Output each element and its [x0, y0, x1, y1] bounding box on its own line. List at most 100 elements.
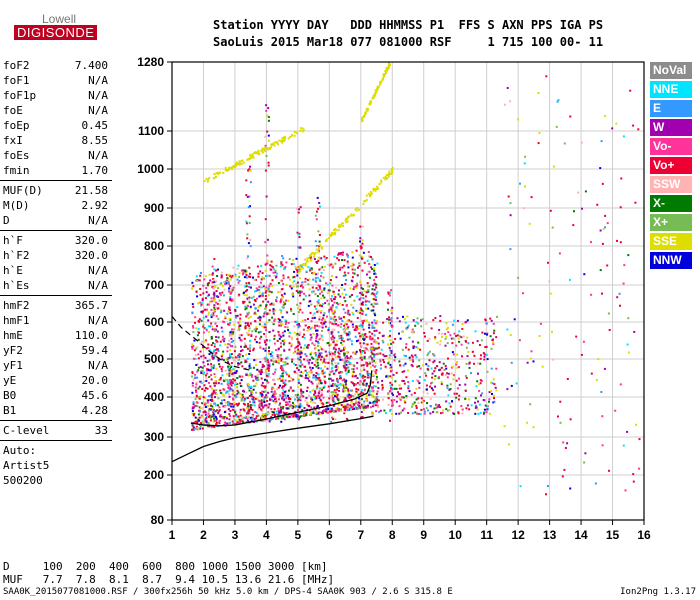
echo-point	[363, 346, 366, 349]
echo-point	[204, 297, 207, 300]
echo-point	[236, 392, 239, 395]
echo-point	[213, 291, 216, 294]
echo-point	[331, 275, 333, 277]
echo-point	[315, 335, 318, 338]
echo-point	[224, 283, 227, 285]
echo-point	[231, 402, 234, 405]
echo-point	[379, 367, 382, 370]
echo-point	[344, 397, 347, 400]
echo-point	[296, 401, 299, 403]
echo-point	[275, 410, 278, 413]
echo-point	[353, 299, 356, 302]
echo-point	[317, 284, 320, 287]
echo-point	[367, 192, 370, 195]
echo-point	[388, 294, 391, 297]
echo-point	[248, 168, 251, 171]
echo-point	[297, 325, 300, 328]
echo-point	[335, 391, 337, 394]
echo-point	[248, 353, 251, 355]
echo-point	[301, 409, 304, 412]
echo-point	[300, 349, 303, 352]
echo-point	[396, 395, 399, 398]
echo-point	[426, 367, 429, 370]
echo-point	[275, 418, 277, 420]
echo-point	[213, 293, 216, 296]
echo-point	[315, 378, 318, 381]
echo-point	[460, 343, 463, 346]
echo-point	[227, 280, 230, 283]
echo-point	[331, 233, 334, 236]
echo-point	[351, 268, 354, 271]
echo-point	[269, 398, 272, 401]
echo-point	[330, 338, 333, 341]
echo-point	[228, 421, 231, 424]
echo-point	[359, 369, 362, 372]
echo-point	[272, 302, 275, 305]
echo-point	[264, 368, 267, 371]
echo-point	[248, 411, 251, 414]
echo-point	[309, 390, 312, 393]
echo-point	[260, 264, 263, 267]
echo-point	[238, 293, 241, 296]
echo-point	[354, 268, 356, 271]
echo-point	[218, 406, 221, 409]
echo-point	[419, 348, 422, 351]
echo-point	[309, 256, 312, 259]
echo-point	[314, 397, 317, 400]
echo-point	[373, 95, 375, 98]
echo-point	[418, 376, 421, 378]
echo-point	[218, 299, 221, 302]
echo-point	[397, 391, 399, 394]
echo-point	[297, 403, 300, 406]
echo-point	[493, 329, 496, 332]
echo-point	[476, 340, 479, 343]
echo-point	[288, 396, 290, 399]
echo-point	[361, 356, 364, 359]
echo-point	[384, 72, 387, 74]
echo-point	[215, 348, 218, 351]
echo-point	[215, 409, 218, 412]
echo-point	[229, 402, 231, 405]
echo-point	[337, 225, 340, 228]
echo-point	[439, 406, 441, 409]
echo-point	[354, 393, 357, 396]
echo-point	[238, 402, 240, 405]
echo-point	[318, 256, 321, 259]
echo-point	[338, 224, 341, 227]
echo-point	[299, 399, 302, 402]
echo-point	[285, 320, 288, 323]
echo-point	[404, 401, 407, 404]
param-separator	[0, 180, 112, 181]
echo-point	[322, 303, 325, 306]
echo-point	[336, 324, 339, 327]
echo-point	[453, 332, 456, 335]
echo-point	[242, 396, 245, 399]
echo-point	[373, 282, 376, 285]
param-value: N/A	[88, 214, 108, 227]
echo-point	[224, 369, 227, 372]
echo-point	[458, 340, 461, 343]
echo-point	[229, 322, 232, 324]
echo-point	[275, 296, 278, 299]
echo-point	[337, 355, 340, 358]
echo-point	[370, 387, 373, 390]
echo-point	[223, 416, 226, 418]
echo-point	[393, 352, 396, 355]
echo-point	[302, 286, 304, 289]
echo-point	[309, 254, 312, 257]
echo-point	[243, 276, 246, 279]
echo-point	[255, 377, 258, 380]
echo-point	[296, 274, 299, 277]
echo-point	[374, 385, 377, 388]
echo-point	[299, 129, 302, 132]
echo-point	[333, 410, 336, 413]
echo-point	[441, 336, 443, 338]
echo-point	[208, 273, 211, 276]
echo-point	[387, 175, 390, 178]
echo-point	[398, 320, 401, 323]
param-name: h`Es	[3, 279, 30, 292]
echo-point	[283, 381, 286, 384]
echo-point	[344, 327, 347, 330]
echo-point	[210, 314, 213, 317]
